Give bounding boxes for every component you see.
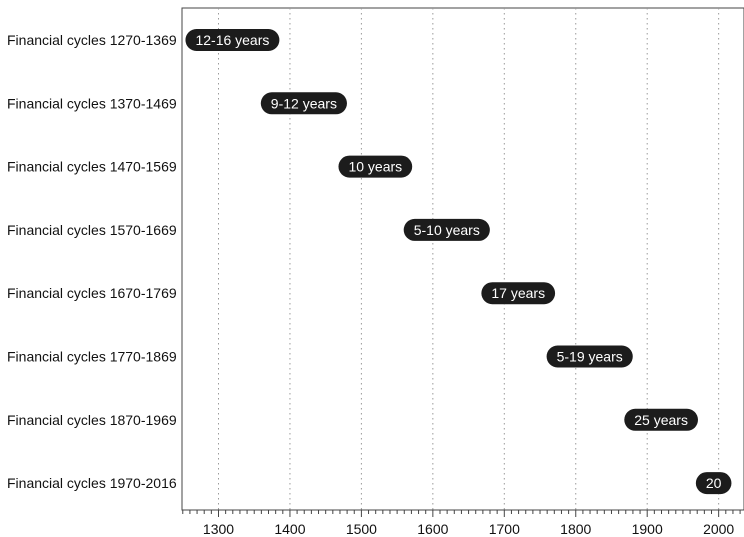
chart-rows: Financial cycles 1270-1369 12-16 years Fin… bbox=[7, 29, 732, 495]
pill-value-label: 12-16 years bbox=[195, 32, 269, 48]
pill-value-label: 9-12 years bbox=[271, 95, 337, 111]
row-label: Financial cycles 1570-1669 bbox=[7, 222, 177, 238]
cycle-pill bbox=[481, 282, 556, 305]
x-tick-label-1900: 1900 bbox=[632, 521, 663, 537]
x-tick-label-1800: 1800 bbox=[560, 521, 591, 537]
plot-frame bbox=[181, 7, 744, 511]
pill-value-label: 17 years bbox=[491, 285, 545, 301]
pill-value-label: 25 years bbox=[634, 412, 688, 428]
row-label: Financial cycles 1770-1869 bbox=[7, 349, 177, 365]
pill-value-label: 5-10 years bbox=[414, 222, 480, 238]
pill-value-label: 5-19 years bbox=[557, 349, 623, 365]
pill-value-label: 10 years bbox=[348, 159, 402, 175]
cycle-pill bbox=[338, 155, 413, 178]
row-label: Financial cycles 1870-1969 bbox=[7, 412, 177, 428]
row-label: Financial cycles 1370-1469 bbox=[7, 95, 177, 111]
cycle-pill bbox=[624, 408, 698, 431]
grid-lines bbox=[218, 8, 720, 510]
pill-value-label: 20 bbox=[706, 475, 722, 491]
x-tick-label-1500: 1500 bbox=[346, 521, 377, 537]
x-tick-label-1700: 1700 bbox=[489, 521, 520, 537]
row-label: Financial cycles 1970-2016 bbox=[7, 475, 177, 491]
cycle-pill bbox=[403, 218, 490, 241]
cycle-pill bbox=[185, 29, 280, 51]
x-axis: 1300 1400 1500 1600 1700 1800 1900 2000 bbox=[182, 510, 741, 537]
cycle-pill bbox=[695, 472, 732, 495]
x-tick-label-1300: 1300 bbox=[203, 521, 234, 537]
row-label: Financial cycles 1470-1569 bbox=[7, 159, 177, 175]
row-label: Financial cycles 1670-1769 bbox=[7, 285, 177, 301]
cycle-pill bbox=[260, 92, 347, 115]
x-tick-label-2000: 2000 bbox=[703, 521, 734, 537]
cycle-pill bbox=[546, 345, 633, 368]
x-tick-label-1400: 1400 bbox=[274, 521, 305, 537]
row-label: Financial cycles 1270-1369 bbox=[7, 32, 177, 48]
x-tick-label-1600: 1600 bbox=[417, 521, 448, 537]
